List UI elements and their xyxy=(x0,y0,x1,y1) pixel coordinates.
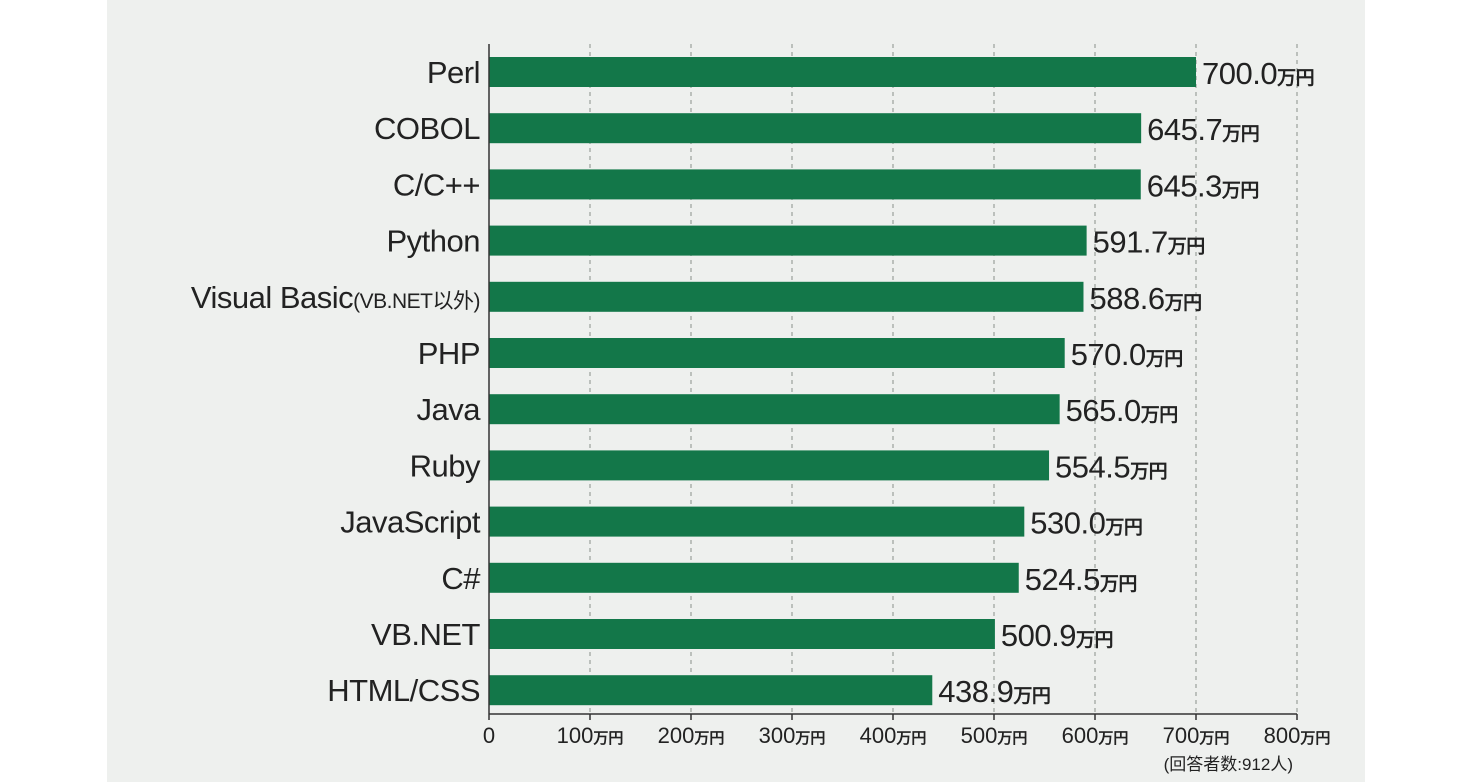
category-label: Python xyxy=(386,224,480,259)
bar xyxy=(489,675,933,706)
x-tick-label: 500万円 xyxy=(961,723,1028,748)
category-label: JavaScript xyxy=(340,505,481,540)
category-label: PHP xyxy=(418,336,480,371)
bar xyxy=(489,281,1084,312)
category-labels: Perl COBOL C/C++ Python Visual Basic(VB.NET以… xyxy=(191,55,482,708)
x-tick-label: 0 xyxy=(483,723,495,748)
value-label: 524.5万円 xyxy=(1025,562,1137,597)
x-tick-label: 700万円 xyxy=(1163,723,1230,748)
category-label: Java xyxy=(417,392,482,427)
category-label: Visual Basic(VB.NET以外) xyxy=(191,280,480,315)
bar xyxy=(489,619,995,649)
category-label: COBOL xyxy=(374,111,480,146)
value-label: 588.6万円 xyxy=(1089,281,1201,316)
value-label: 645.7万円 xyxy=(1147,112,1259,147)
bar xyxy=(489,562,1019,593)
x-tick-label: 200万円 xyxy=(658,723,725,748)
bar xyxy=(489,338,1065,368)
value-label: 530.0万円 xyxy=(1030,506,1142,541)
bar xyxy=(489,394,1060,425)
value-label: 645.3万円 xyxy=(1147,168,1259,203)
bars xyxy=(489,57,1196,706)
bar xyxy=(489,225,1087,256)
x-tick-label: 400万円 xyxy=(860,723,927,748)
value-label: 438.9万円 xyxy=(938,674,1050,709)
value-label: 700.0万円 xyxy=(1202,56,1314,91)
value-label: 591.7万円 xyxy=(1093,225,1205,260)
x-tick-label: 300万円 xyxy=(759,723,826,748)
bar xyxy=(489,450,1050,481)
category-label: C/C++ xyxy=(393,167,480,202)
category-label: Ruby xyxy=(410,448,481,483)
bar xyxy=(489,57,1196,87)
bar xyxy=(489,113,1142,144)
value-labels: 700.0万円 645.7万円 645.3万円 591.7万円 588.6万円 570.0… xyxy=(938,56,1314,709)
respondent-note: (回答者数:912人) xyxy=(1164,755,1293,774)
x-tick-labels: 0 100万円 200万円 300万円 400万円 500万円 600万円 700万円 800万… xyxy=(483,723,1330,748)
axes xyxy=(488,44,1298,720)
value-label: 500.9万円 xyxy=(1001,618,1113,653)
category-label: C# xyxy=(441,561,481,596)
category-label: VB.NET xyxy=(371,617,481,652)
bar xyxy=(489,506,1025,537)
value-label: 570.0万円 xyxy=(1071,337,1183,372)
bar xyxy=(489,169,1141,200)
value-label: 565.0万円 xyxy=(1066,393,1178,428)
x-tick-label: 600万円 xyxy=(1062,723,1129,748)
value-label: 554.5万円 xyxy=(1055,449,1167,484)
category-label: HTML/CSS xyxy=(327,673,480,708)
category-label: Perl xyxy=(427,55,480,90)
x-tick-label: 800万円 xyxy=(1264,723,1331,748)
x-tick-label: 100万円 xyxy=(557,723,624,748)
